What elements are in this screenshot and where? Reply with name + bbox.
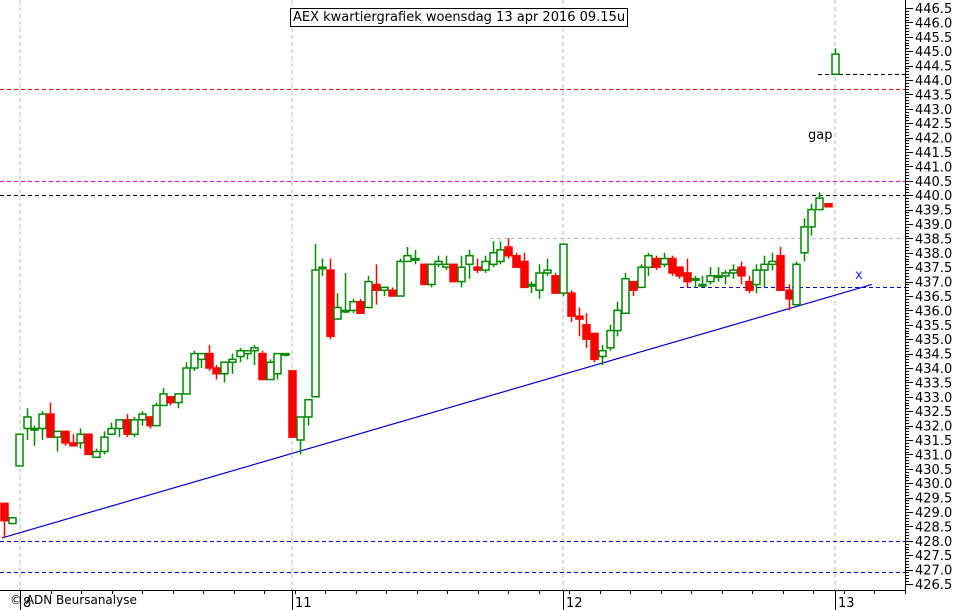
candles <box>0 48 840 538</box>
svg-text:444.0: 444.0 <box>915 74 952 89</box>
svg-text:426.5: 426.5 <box>915 578 952 593</box>
svg-text:8: 8 <box>23 596 31 610</box>
svg-text:431.5: 431.5 <box>915 434 952 449</box>
svg-text:440.0: 440.0 <box>915 189 952 204</box>
svg-text:436.5: 436.5 <box>915 290 952 305</box>
svg-text:430.0: 430.0 <box>915 477 952 492</box>
svg-text:13: 13 <box>838 596 855 610</box>
svg-text:440.5: 440.5 <box>915 175 952 190</box>
svg-text:445.5: 445.5 <box>915 31 952 46</box>
svg-text:438.5: 438.5 <box>915 232 952 247</box>
svg-text:11: 11 <box>295 596 312 610</box>
grid-lines <box>19 0 836 590</box>
svg-text:442.0: 442.0 <box>915 132 952 147</box>
svg-text:441.5: 441.5 <box>915 146 952 161</box>
svg-text:446.0: 446.0 <box>915 16 952 31</box>
x-annotation: x <box>855 268 863 283</box>
svg-text:427.5: 427.5 <box>915 549 952 564</box>
svg-text:436.0: 436.0 <box>915 304 952 319</box>
svg-text:443.5: 443.5 <box>915 88 952 103</box>
svg-text:432.0: 432.0 <box>915 420 952 435</box>
trendline <box>1 283 873 539</box>
svg-text:444.5: 444.5 <box>915 60 952 75</box>
svg-text:435.5: 435.5 <box>915 319 952 334</box>
svg-text:442.5: 442.5 <box>915 117 952 132</box>
horizontal-levels <box>0 74 905 573</box>
svg-text:437.5: 437.5 <box>915 261 952 276</box>
svg-text:429.0: 429.0 <box>915 506 952 521</box>
svg-text:441.0: 441.0 <box>915 160 952 175</box>
svg-text:428.5: 428.5 <box>915 520 952 535</box>
svg-text:443.0: 443.0 <box>915 103 952 118</box>
svg-text:446.5: 446.5 <box>915 2 952 17</box>
svg-text:428.0: 428.0 <box>915 535 952 550</box>
svg-text:438.0: 438.0 <box>915 247 952 262</box>
svg-text:432.5: 432.5 <box>915 405 952 420</box>
gap-annotation: gap <box>808 128 833 143</box>
copyright-label: © ADN Beursanalyse <box>10 593 137 607</box>
x-axis: 8 11 12 13 <box>0 590 906 610</box>
svg-text:427.0: 427.0 <box>915 564 952 579</box>
svg-text:437.0: 437.0 <box>915 276 952 291</box>
svg-text:429.5: 429.5 <box>915 492 952 507</box>
svg-text:439.5: 439.5 <box>915 204 952 219</box>
svg-text:445.0: 445.0 <box>915 45 952 60</box>
chart-title: AEX kwartiergrafiek woensdag 13 apr 2016… <box>290 8 629 27</box>
svg-text:439.0: 439.0 <box>915 218 952 233</box>
svg-text:433.5: 433.5 <box>915 376 952 391</box>
svg-text:433.0: 433.0 <box>915 391 952 406</box>
svg-text:430.5: 430.5 <box>915 463 952 478</box>
svg-text:431.0: 431.0 <box>915 448 952 463</box>
svg-text:434.5: 434.5 <box>915 348 952 363</box>
svg-text:435.0: 435.0 <box>915 333 952 348</box>
svg-text:434.0: 434.0 <box>915 362 952 377</box>
y-axis: 446.5446.0445.5445.0444.5444.0443.5443.0… <box>905 0 980 610</box>
svg-text:12: 12 <box>566 596 583 610</box>
